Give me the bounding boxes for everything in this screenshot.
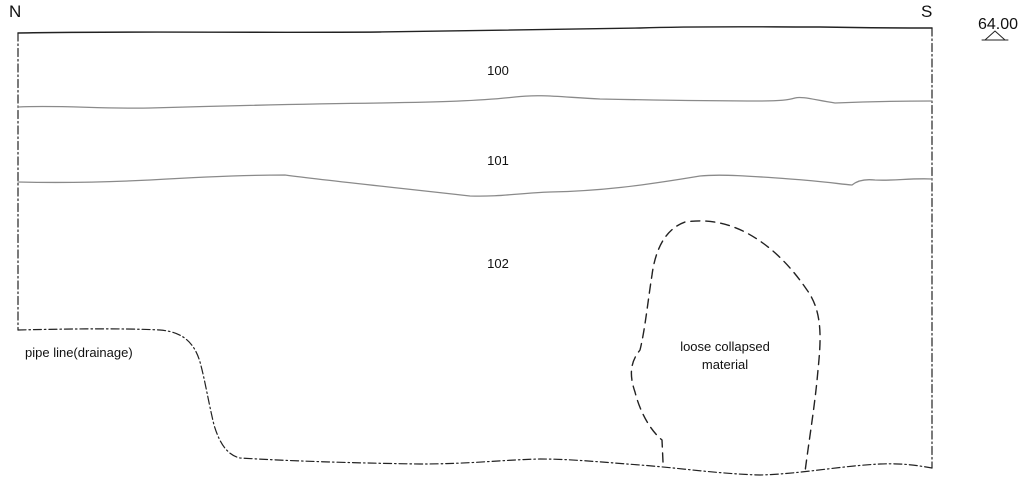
collapse-feature-outline bbox=[630, 220, 821, 473]
datum-marker bbox=[981, 30, 1009, 41]
layer-boundary-100-101 bbox=[17, 95, 933, 109]
datum-level-label: 64.00 bbox=[978, 16, 1019, 33]
layer-label-100: 100 bbox=[487, 63, 509, 78]
layer-boundary-101-102 bbox=[17, 174, 933, 197]
collapse-label-line1: loose collapsed bbox=[680, 339, 770, 354]
pipe-line-cut bbox=[17, 328, 933, 476]
north-label: N bbox=[9, 2, 22, 21]
pipe-line-label: pipe line(drainage) bbox=[25, 345, 133, 360]
south-label: S bbox=[921, 2, 933, 21]
layer-label-101: 101 bbox=[487, 153, 509, 168]
layer-label-102: 102 bbox=[487, 256, 509, 271]
ground-surface-line bbox=[17, 26, 933, 34]
collapse-label-line2: material bbox=[701, 357, 749, 372]
